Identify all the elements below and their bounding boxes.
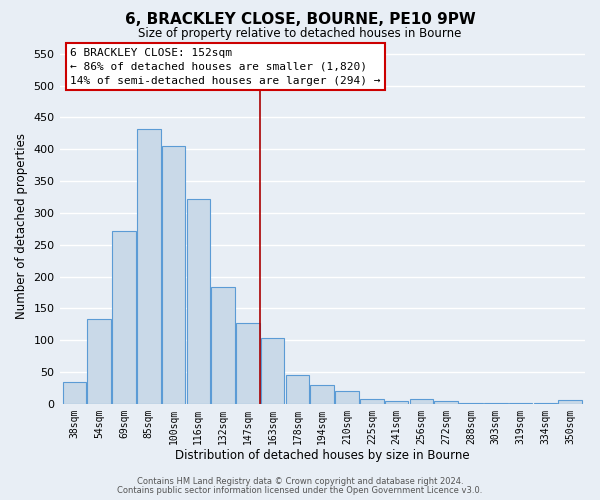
Text: 6 BRACKLEY CLOSE: 152sqm
← 86% of detached houses are smaller (1,820)
14% of sem: 6 BRACKLEY CLOSE: 152sqm ← 86% of detach…: [70, 48, 380, 86]
Bar: [559, 400, 582, 404]
Bar: [112, 231, 136, 404]
Bar: [385, 400, 409, 404]
Bar: [88, 319, 111, 404]
X-axis label: Distribution of detached houses by size in Bourne: Distribution of detached houses by size …: [175, 450, 470, 462]
Bar: [62, 382, 86, 404]
Text: Contains HM Land Registry data © Crown copyright and database right 2024.: Contains HM Land Registry data © Crown c…: [137, 477, 463, 486]
Bar: [434, 402, 458, 404]
Bar: [509, 403, 532, 404]
Bar: [459, 402, 483, 404]
Text: Contains public sector information licensed under the Open Government Licence v3: Contains public sector information licen…: [118, 486, 482, 495]
Bar: [162, 146, 185, 404]
Bar: [286, 375, 309, 404]
Bar: [236, 323, 260, 404]
Bar: [261, 338, 284, 404]
Bar: [335, 391, 359, 404]
Text: 6, BRACKLEY CLOSE, BOURNE, PE10 9PW: 6, BRACKLEY CLOSE, BOURNE, PE10 9PW: [125, 12, 475, 28]
Bar: [187, 199, 210, 404]
Bar: [484, 402, 508, 404]
Bar: [533, 403, 557, 404]
Bar: [137, 129, 161, 404]
Bar: [410, 398, 433, 404]
Bar: [310, 384, 334, 404]
Text: Size of property relative to detached houses in Bourne: Size of property relative to detached ho…: [139, 28, 461, 40]
Bar: [360, 400, 383, 404]
Y-axis label: Number of detached properties: Number of detached properties: [15, 132, 28, 318]
Bar: [211, 288, 235, 404]
